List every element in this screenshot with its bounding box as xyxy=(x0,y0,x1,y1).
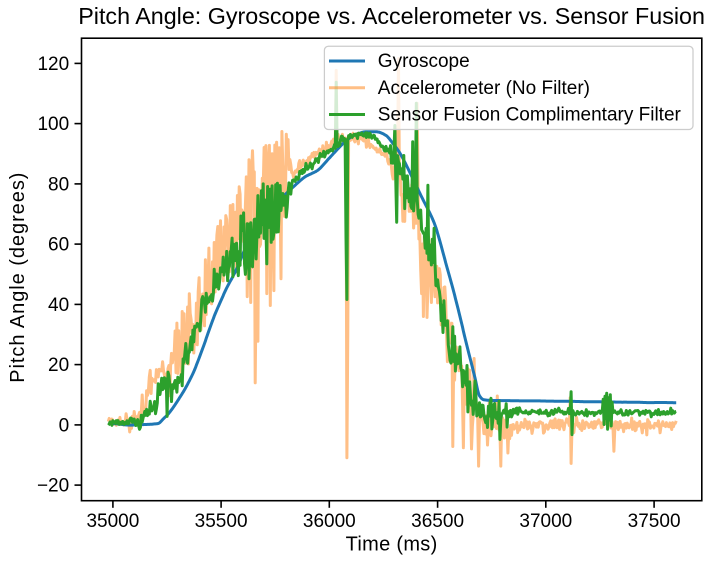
svg-text:35500: 35500 xyxy=(195,511,248,532)
svg-text:0: 0 xyxy=(59,415,70,436)
svg-text:36500: 36500 xyxy=(411,511,464,532)
svg-text:−20: −20 xyxy=(37,476,69,497)
svg-text:36000: 36000 xyxy=(303,511,356,532)
svg-text:Pitch Angle (degrees): Pitch Angle (degrees) xyxy=(7,172,29,383)
svg-text:Accelerometer (No Filter): Accelerometer (No Filter) xyxy=(378,78,590,99)
svg-text:100: 100 xyxy=(37,114,69,135)
svg-text:60: 60 xyxy=(48,235,69,256)
svg-text:Gyroscope: Gyroscope xyxy=(378,51,470,72)
svg-text:Sensor Fusion Complimentary Fi: Sensor Fusion Complimentary Filter xyxy=(378,105,682,126)
svg-text:Pitch Angle: Gyroscope vs. Acc: Pitch Angle: Gyroscope vs. Accelerometer… xyxy=(78,3,705,29)
svg-text:40: 40 xyxy=(48,295,69,316)
svg-text:35000: 35000 xyxy=(86,511,139,532)
svg-text:120: 120 xyxy=(37,54,69,75)
svg-text:37500: 37500 xyxy=(628,511,681,532)
svg-text:Time (ms): Time (ms) xyxy=(346,534,438,556)
svg-text:37000: 37000 xyxy=(519,511,572,532)
svg-text:80: 80 xyxy=(48,174,69,195)
svg-text:20: 20 xyxy=(48,355,69,376)
